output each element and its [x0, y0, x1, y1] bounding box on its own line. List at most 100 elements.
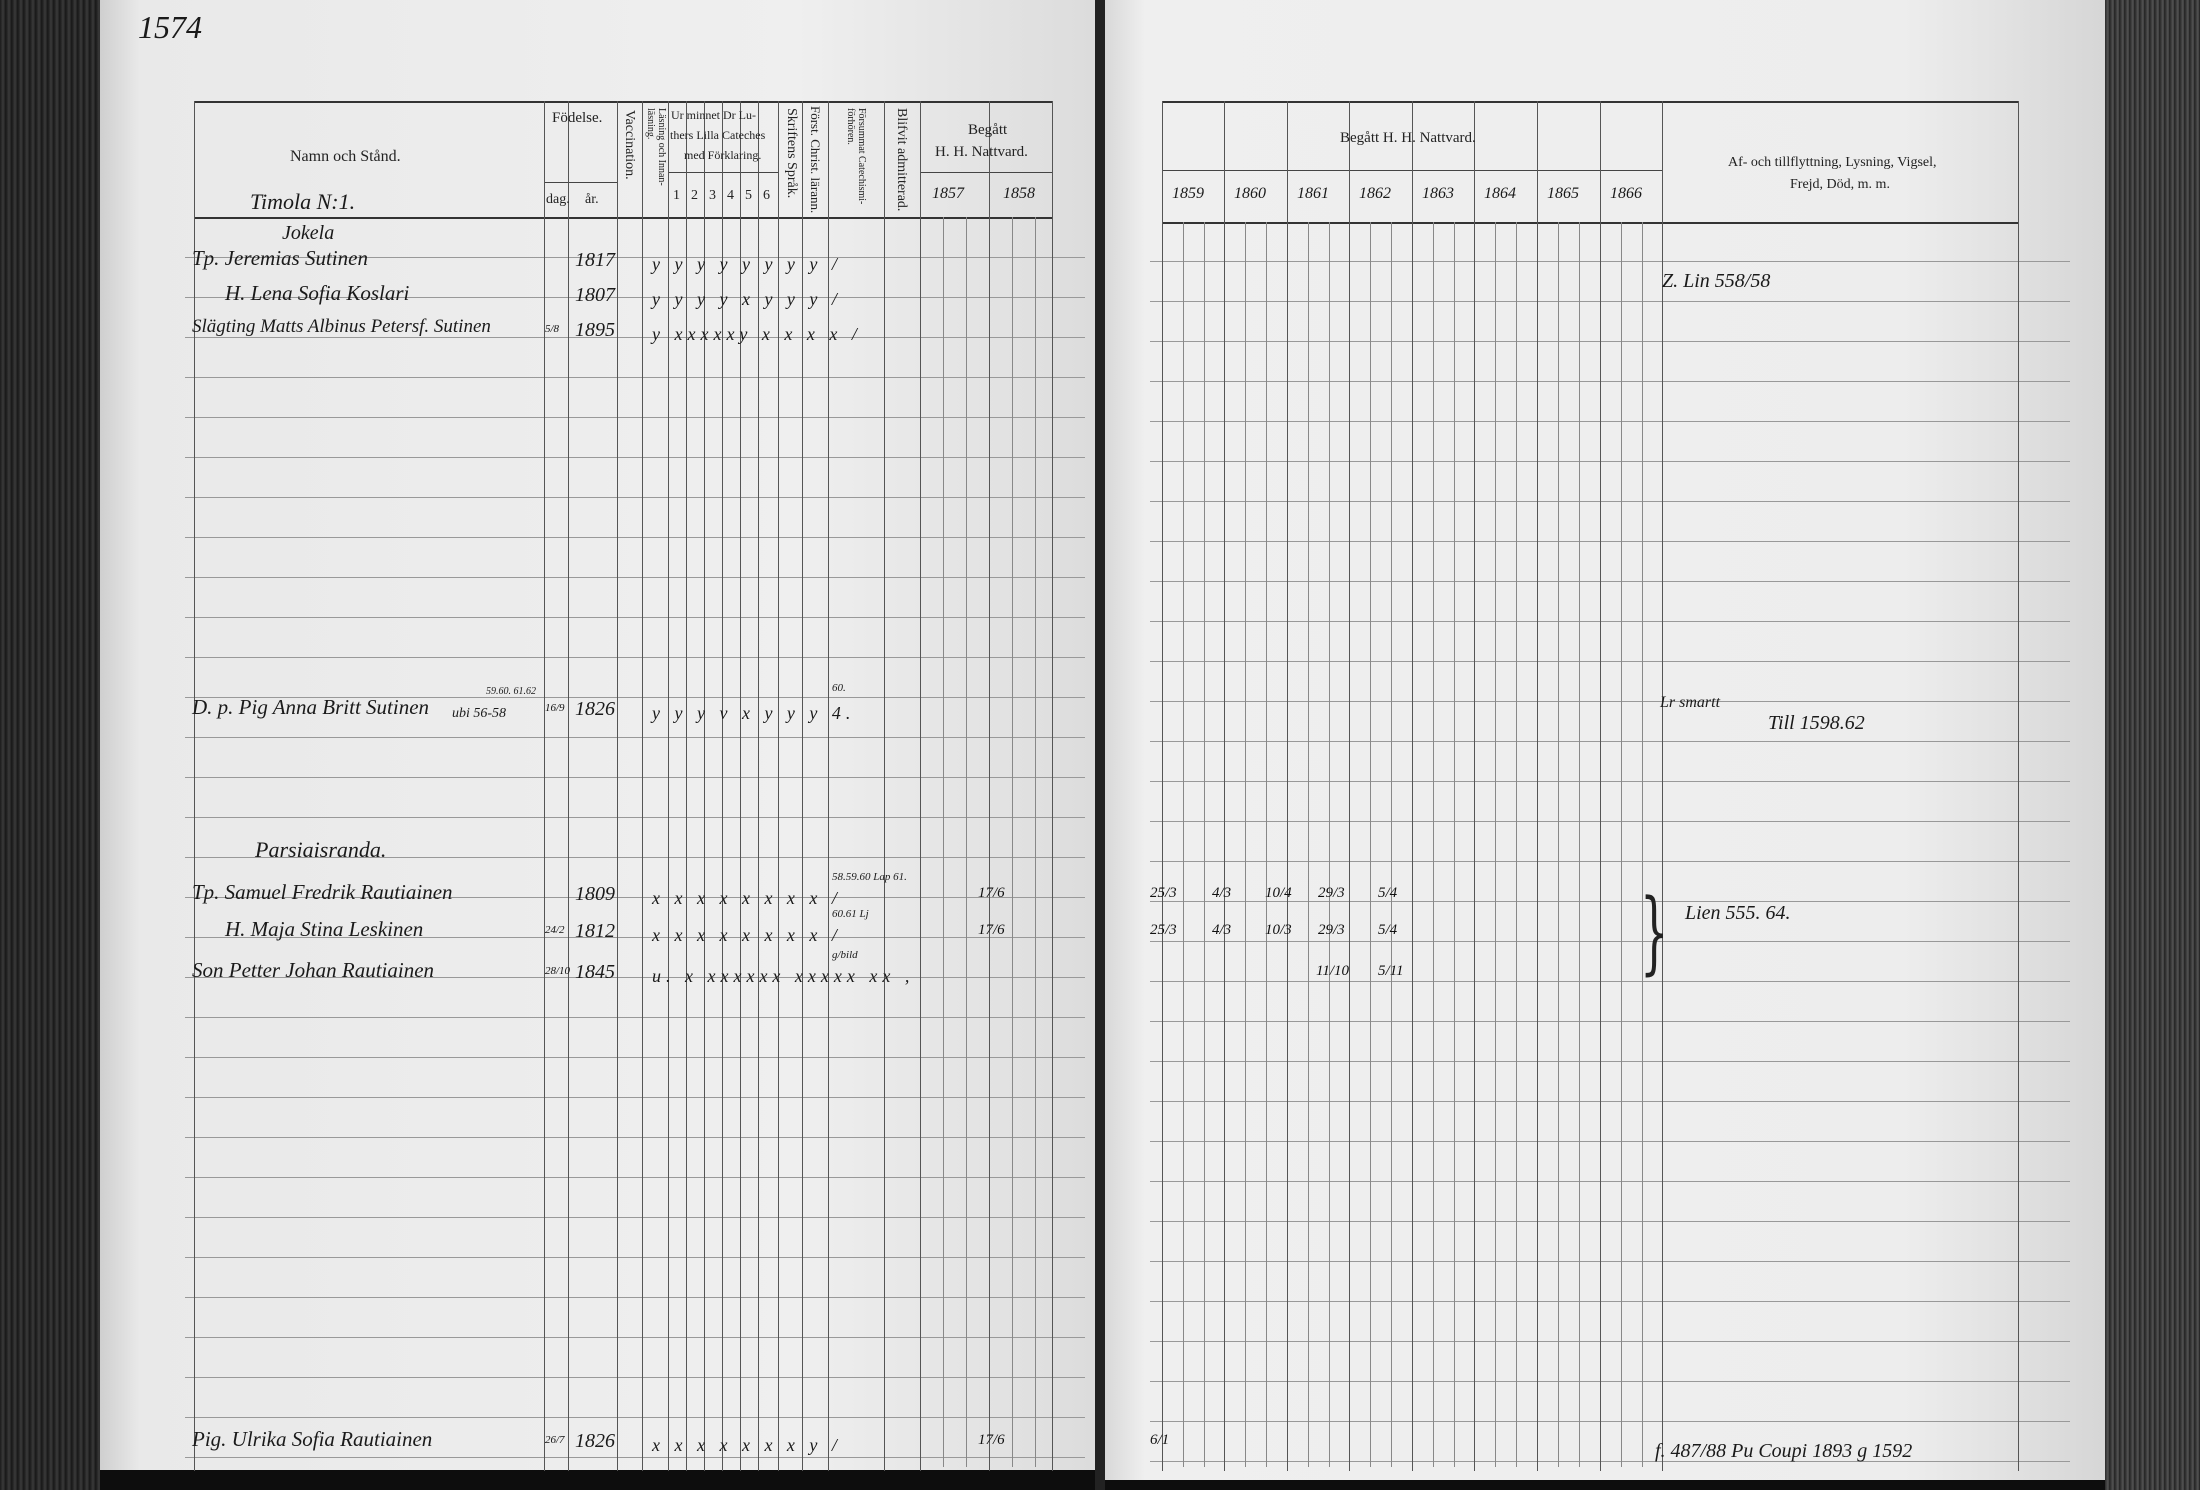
communion-date: 4/3 — [1212, 885, 1232, 901]
header-catechism-num: 5 — [745, 188, 752, 203]
ruled-line — [1150, 501, 2070, 502]
header-catechism-num: 4 — [727, 188, 734, 203]
sub-column-line — [1516, 222, 1517, 1467]
column-line — [617, 101, 618, 1471]
sub-column-line — [1579, 222, 1580, 1467]
farm-heading: Parsiaisranda. — [255, 837, 387, 862]
birth-year: 1845 — [575, 961, 615, 983]
column-line — [1412, 101, 1413, 1471]
ruled-line — [1150, 581, 2070, 582]
ruled-line — [1150, 941, 2070, 942]
sub-column-line — [1433, 222, 1434, 1467]
header-admitted: Blifvit admitterad. — [894, 108, 909, 212]
ruled-line — [1150, 461, 2070, 462]
header-catechism-1: Ur minnet Dr Lu- — [671, 108, 756, 122]
header-vaccination: Vaccination. — [622, 110, 637, 180]
column-line — [1162, 101, 1163, 1471]
ruled-line — [1150, 1061, 2070, 1062]
catechism-marks: x x x x x x x x / — [652, 888, 842, 908]
entry-name: Son Petter Johan Rautiainen — [192, 958, 435, 982]
ruled-line — [1150, 381, 2070, 382]
ruled-line — [185, 657, 1085, 658]
column-line — [544, 101, 545, 1471]
entry-extra: ubi 56-58 — [452, 706, 507, 721]
table-top-rule — [194, 101, 1052, 103]
column-line — [668, 101, 669, 1471]
entry-name: H. Lena Sofia Koslari — [225, 281, 410, 305]
header-remarks-2: Frejd, Död, m. m. — [1790, 177, 1890, 192]
birth-year: 1826 — [575, 1430, 615, 1452]
birth-year: 1895 — [575, 319, 615, 341]
subheader-rule — [920, 172, 1052, 173]
header-year: 1857 — [932, 185, 964, 202]
sub-column-line — [1245, 222, 1246, 1467]
remark: f. 487/88 Pu Coupi 1893 g 1592 — [1655, 1440, 1913, 1462]
communion-date: 17/6 — [978, 885, 1005, 901]
ruled-line — [1150, 301, 2070, 302]
header-catechism-3: med Förklaring. — [684, 148, 762, 162]
header-year: 1863 — [1422, 185, 1454, 202]
column-line — [1537, 101, 1538, 1471]
ruled-line — [185, 697, 1085, 698]
communion-date: 10/4 — [1265, 885, 1292, 901]
header-birth: Födelse. — [552, 110, 603, 126]
sub-column-line — [1454, 222, 1455, 1467]
header-year: 1865 — [1547, 185, 1579, 202]
header-bottom-rule — [194, 217, 1052, 219]
column-line — [194, 101, 195, 1471]
column-line — [884, 101, 885, 1471]
sub-column-line — [1370, 222, 1371, 1467]
ruled-line — [1150, 421, 2070, 422]
header-birth-day: dag. — [546, 192, 570, 207]
remark: Till 1598.62 — [1768, 712, 1865, 734]
sub-column-line — [1391, 222, 1392, 1467]
entry-name: Pig. Ulrika Sofia Rautiainen — [192, 1427, 433, 1451]
column-line — [1349, 101, 1350, 1471]
header-year: 1862 — [1359, 185, 1391, 202]
book-gutter — [1095, 0, 1105, 1490]
communion-date: 17/6 — [978, 1432, 1005, 1448]
header-year: 1864 — [1484, 185, 1516, 202]
subheader-rule — [544, 182, 617, 183]
ruled-line — [1150, 741, 2070, 742]
header-catechism-num: 2 — [691, 188, 698, 203]
book-edge-left — [0, 0, 100, 1490]
entry-name: Tp. Jeremias Sutinen — [192, 246, 368, 270]
header-birth-year: år. — [585, 192, 599, 207]
sub-column-line — [1183, 222, 1184, 1467]
sub-column-line — [1558, 222, 1559, 1467]
column-line — [758, 101, 759, 1471]
ruled-line — [185, 1297, 1085, 1298]
sub-column-line — [1495, 222, 1496, 1467]
column-line — [704, 101, 705, 1471]
ruled-line — [1150, 541, 2070, 542]
header-year: 1860 — [1234, 185, 1266, 202]
column-line — [568, 101, 569, 1471]
column-line — [1662, 101, 1663, 1471]
ruled-line — [185, 1017, 1085, 1018]
sub-column-line — [1642, 222, 1643, 1467]
catechism-marks: x x x x x x x y / — [652, 1435, 842, 1455]
ruled-line — [1150, 981, 2070, 982]
farm-heading: Jokela — [282, 222, 335, 244]
column-line — [722, 101, 723, 1471]
communion-date: 11/10 — [1316, 963, 1350, 979]
sub-column-line — [1308, 222, 1309, 1467]
catechism-marks: y y y y y y y y / — [652, 254, 842, 274]
birth-day: 16/9 — [545, 702, 565, 714]
birth-year: 1812 — [575, 920, 615, 942]
column-line — [2018, 101, 2019, 1471]
ruled-line — [1150, 661, 2070, 662]
ruled-line — [185, 537, 1085, 538]
subheader-rule — [668, 172, 778, 173]
communion-date: 4/3 — [1212, 922, 1232, 938]
column-line — [989, 101, 990, 1471]
remark: Z. Lin 558/58 — [1662, 270, 1771, 292]
column-line — [802, 101, 803, 1471]
ruled-line — [1150, 1421, 2070, 1422]
birth-year: 1809 — [575, 883, 615, 905]
ruled-line — [1150, 1221, 2070, 1222]
ruled-line — [1150, 1181, 2070, 1182]
ruled-line — [185, 1137, 1085, 1138]
header-name: Namn och Stånd. — [290, 148, 401, 165]
